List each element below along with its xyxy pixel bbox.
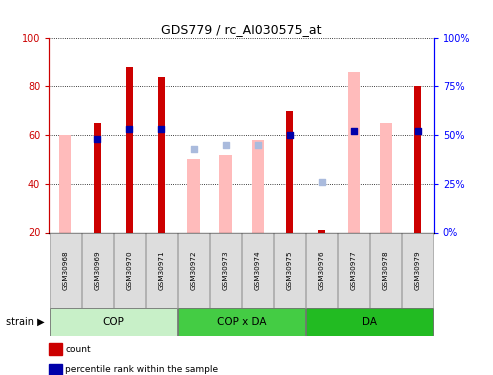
Text: GSM30968: GSM30968 [62, 250, 69, 290]
Text: GSM30978: GSM30978 [383, 250, 389, 290]
Bar [251, 140, 264, 232]
Text: count: count [65, 345, 91, 354]
Bar [146, 232, 177, 308]
Bar [50, 308, 177, 336]
Bar [306, 232, 337, 308]
Point [253, 142, 261, 148]
Bar [286, 111, 293, 232]
Text: COP x DA: COP x DA [217, 316, 266, 327]
Text: DA: DA [362, 316, 377, 327]
Point [189, 146, 197, 152]
Bar [242, 232, 273, 308]
Point [414, 128, 422, 134]
Text: GSM30974: GSM30974 [254, 250, 261, 290]
Text: GSM30979: GSM30979 [415, 250, 421, 290]
Point [157, 126, 165, 132]
Point [221, 142, 229, 148]
Text: GSM30969: GSM30969 [94, 250, 101, 290]
Bar [50, 232, 81, 308]
Point [286, 132, 294, 138]
Text: GSM30972: GSM30972 [190, 250, 197, 290]
Bar [158, 76, 165, 232]
Text: GSM30973: GSM30973 [222, 250, 229, 290]
Bar [370, 232, 401, 308]
Bar [114, 232, 145, 308]
Bar [210, 232, 241, 308]
Bar [318, 230, 325, 232]
Bar [414, 86, 422, 232]
Bar [178, 308, 305, 336]
Bar [94, 123, 101, 232]
Point [317, 179, 325, 185]
Bar [348, 72, 360, 232]
Bar [187, 159, 200, 232]
Text: GSM30976: GSM30976 [318, 250, 325, 290]
Point [125, 126, 133, 132]
Bar [219, 154, 232, 232]
Bar [306, 308, 433, 336]
Bar [380, 123, 392, 232]
Text: GSM30975: GSM30975 [286, 250, 293, 290]
Text: GSM30977: GSM30977 [351, 250, 357, 290]
Bar [82, 232, 113, 308]
Bar [126, 67, 133, 232]
Text: GSM30971: GSM30971 [158, 250, 165, 290]
Text: COP: COP [103, 316, 124, 327]
Text: GSM30970: GSM30970 [126, 250, 133, 290]
Text: strain ▶: strain ▶ [6, 316, 44, 327]
Title: GDS779 / rc_AI030575_at: GDS779 / rc_AI030575_at [161, 23, 322, 36]
Point [94, 136, 102, 142]
Bar [274, 232, 305, 308]
Bar [402, 232, 433, 308]
Point [350, 128, 357, 134]
Text: percentile rank within the sample: percentile rank within the sample [65, 365, 218, 374]
Bar [59, 135, 71, 232]
Bar [178, 232, 209, 308]
Bar [338, 232, 369, 308]
